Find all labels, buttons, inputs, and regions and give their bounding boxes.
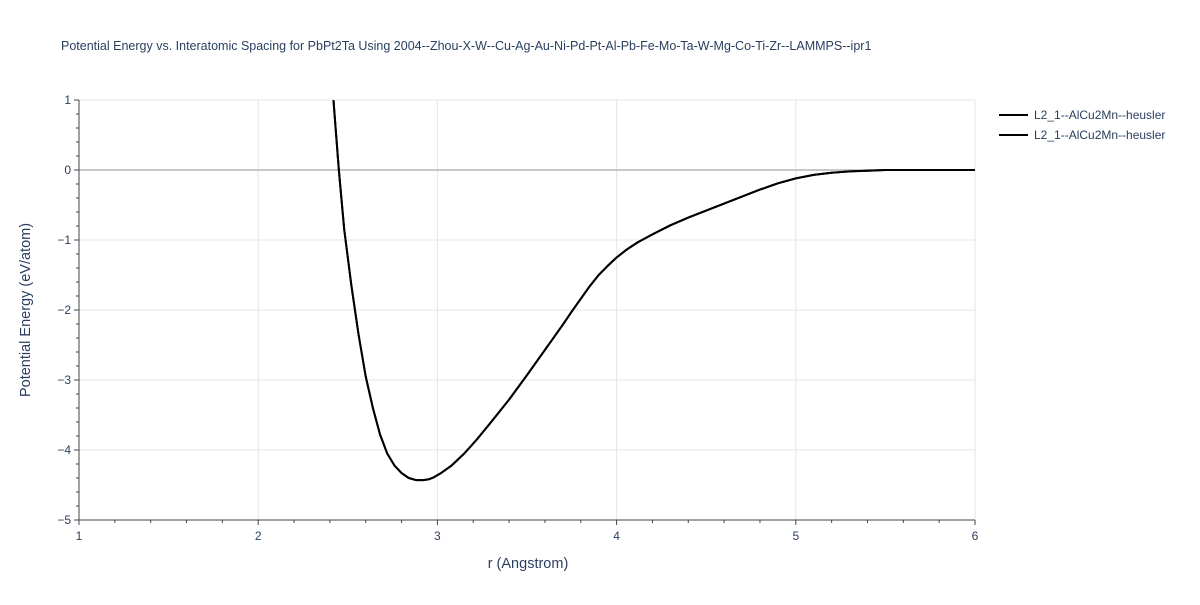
- legend-item[interactable]: L2_1--AlCu2Mn--heusler: [999, 128, 1165, 142]
- x-tick-label: 4: [613, 529, 620, 543]
- chart-title: Potential Energy vs. Interatomic Spacing…: [61, 39, 871, 53]
- legend-item[interactable]: L2_1--AlCu2Mn--heusler: [999, 108, 1165, 122]
- y-tick-label: 0: [64, 163, 71, 177]
- x-tick-label: 3: [434, 529, 441, 543]
- grid: [79, 99, 976, 520]
- x-axis-title: r (Angstrom): [488, 556, 569, 572]
- y-tick-label: −4: [57, 443, 71, 457]
- series-line-1: [332, 100, 975, 482]
- y-tick-label: −5: [57, 513, 71, 527]
- y-tick-label: −2: [57, 303, 71, 317]
- y-tick-label: −3: [57, 373, 71, 387]
- series-line-2: [332, 100, 975, 482]
- y-tick-label: 1: [64, 93, 71, 107]
- x-tick-label: 2: [255, 529, 262, 543]
- y-tick-label: −1: [57, 233, 71, 247]
- x-tick-label: 5: [792, 529, 799, 543]
- y-axis-title: Potential Energy (eV/atom): [18, 223, 34, 397]
- legend-label: L2_1--AlCu2Mn--heusler: [1034, 108, 1165, 122]
- x-tick-label: 1: [76, 529, 83, 543]
- axes: 1 2 3 4 5 6 −5 −4 −3 −2 −1 0 1: [57, 93, 978, 543]
- legend[interactable]: L2_1--AlCu2Mn--heusler L2_1--AlCu2Mn--heu…: [999, 108, 1165, 142]
- x-tick-label: 6: [972, 529, 979, 543]
- series-lines: [332, 100, 975, 482]
- legend-label: L2_1--AlCu2Mn--heusler: [1034, 128, 1165, 142]
